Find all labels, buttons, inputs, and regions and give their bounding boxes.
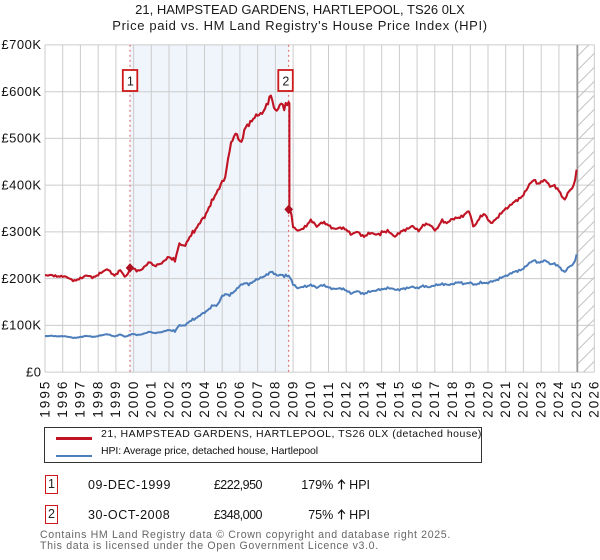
svg-text:2024: 2024	[551, 380, 566, 418]
svg-text:2026: 2026	[587, 380, 600, 418]
svg-text:2010: 2010	[303, 380, 318, 418]
svg-text:£200K: £200K	[1, 271, 41, 286]
svg-text:1999: 1999	[108, 380, 123, 418]
svg-text:2020: 2020	[480, 380, 495, 418]
svg-text:1995: 1995	[37, 380, 52, 418]
svg-text:2009: 2009	[285, 380, 300, 418]
svg-text:2004: 2004	[197, 380, 212, 418]
svg-text:2001: 2001	[144, 380, 159, 418]
svg-text:2023: 2023	[534, 380, 549, 418]
svg-text:2022: 2022	[516, 380, 531, 418]
svg-text:2000: 2000	[126, 380, 141, 418]
svg-text:1997: 1997	[73, 380, 88, 418]
svg-text:£400K: £400K	[1, 177, 41, 192]
svg-text:2002: 2002	[161, 380, 176, 418]
svg-text:2014: 2014	[374, 380, 389, 418]
svg-text:2021: 2021	[498, 380, 513, 418]
svg-text:1996: 1996	[55, 380, 70, 418]
svg-text:1998: 1998	[91, 380, 106, 418]
svg-text:2008: 2008	[268, 380, 283, 418]
svg-text:£100K: £100K	[1, 318, 41, 333]
svg-text:2017: 2017	[427, 380, 442, 418]
svg-text:£700K: £700K	[1, 37, 41, 52]
svg-text:1: 1	[127, 75, 134, 89]
svg-text:£300K: £300K	[1, 224, 41, 239]
svg-text:2: 2	[282, 75, 289, 89]
svg-text:2025: 2025	[569, 380, 584, 418]
svg-text:2003: 2003	[179, 380, 194, 418]
svg-text:2007: 2007	[250, 380, 265, 418]
svg-text:£500K: £500K	[1, 131, 41, 146]
svg-text:2006: 2006	[232, 380, 247, 418]
svg-text:2015: 2015	[392, 380, 407, 418]
svg-text:2005: 2005	[215, 380, 230, 418]
svg-text:2013: 2013	[356, 380, 371, 418]
svg-text:2011: 2011	[321, 381, 336, 418]
svg-text:2019: 2019	[463, 380, 478, 418]
svg-text:2012: 2012	[339, 380, 354, 418]
svg-text:2018: 2018	[445, 380, 460, 418]
svg-text:£0: £0	[26, 364, 41, 379]
svg-text:2016: 2016	[409, 380, 424, 418]
svg-text:£600K: £600K	[1, 84, 41, 99]
